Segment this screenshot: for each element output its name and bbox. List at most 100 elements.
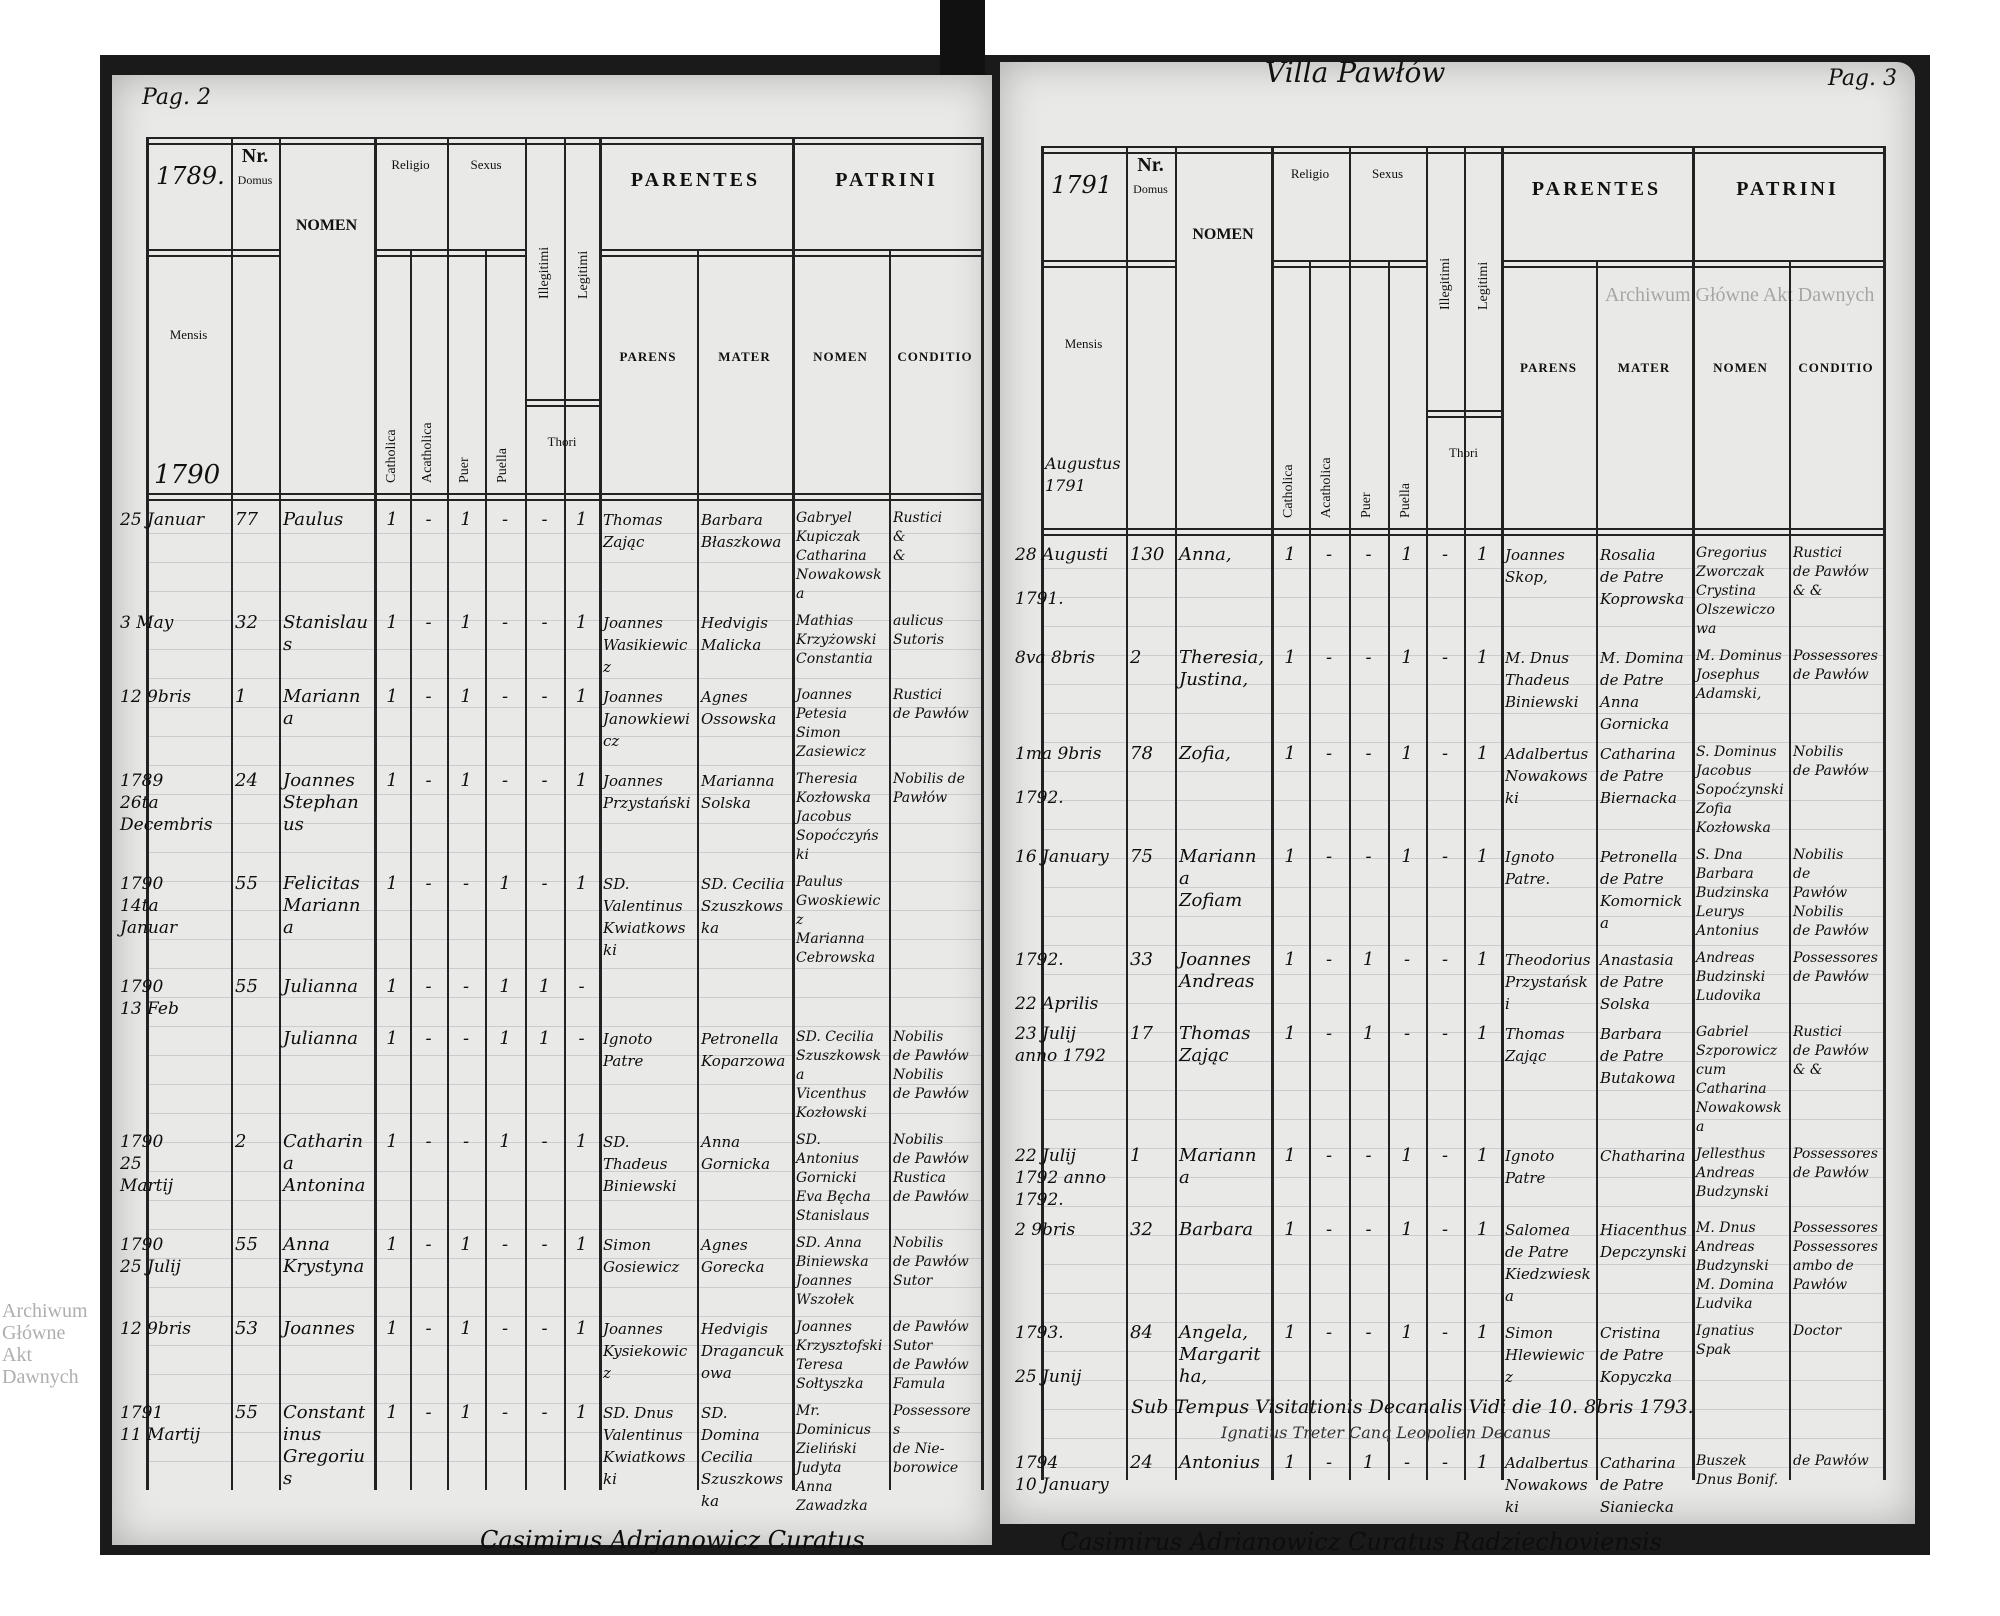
nr-header: Nr. (241, 145, 269, 167)
row-godparents: Paulus Gwoskiewicz Marianna Cebrowska (796, 874, 881, 966)
row-father: SD. Valentinus Kwiatkowski (603, 875, 686, 959)
row-godparents: Theresia Kozłowska Jacobus Sopoćczyński (796, 771, 879, 863)
row-godparents: Jellesthus Andreas Budzynski (1696, 1146, 1769, 1200)
row-mark: - (501, 1234, 509, 1255)
row-mark: - (425, 1234, 432, 1255)
row-mark: 1 (1476, 949, 1489, 970)
column-rule (1309, 260, 1311, 1480)
ledger-line (1041, 1235, 1883, 1236)
page-label: Pag. 2 (142, 85, 211, 110)
row-condition: Possessores de Pawłów (1793, 950, 1878, 985)
row-mark: 1 (1284, 846, 1296, 867)
row-date: 1792. 22 Aprilis (1015, 950, 1099, 1014)
nomen-header: NOMEN (295, 217, 358, 234)
ledger-line (1041, 858, 1883, 859)
row-mark: 1 (1284, 1322, 1296, 1343)
row-mark: 1 (386, 770, 398, 791)
ledger-line (1041, 916, 1883, 917)
column-rule (697, 249, 699, 1490)
ledger-line (146, 649, 981, 650)
row-mother: Agnes Ossowska (701, 688, 777, 728)
ledger-line (146, 881, 981, 882)
row-house-number: 84 (1130, 1322, 1153, 1343)
row-godparents: Ignatius Spak (1696, 1323, 1755, 1358)
illegitimi-header: Illegitimi (537, 246, 552, 299)
ledger-line (146, 1345, 981, 1346)
column-rule (1175, 146, 1177, 1480)
row-mark: 1 (575, 1402, 588, 1423)
ledger-line (146, 765, 981, 766)
mater-header: MATER (1617, 360, 1671, 375)
row-mother: Petronella Koparzowa (701, 1030, 786, 1070)
row-godparents: SD. Anna Biniewska Joannes Wszołek (796, 1235, 869, 1308)
mensis-header: Mensis (169, 327, 208, 342)
column-rule (485, 249, 487, 1490)
ledger-line (1041, 1090, 1883, 1091)
row-mark: - (425, 1318, 432, 1339)
row-mark: 1 (499, 1131, 511, 1152)
ledger-line (146, 968, 981, 969)
row-condition: Nobilis de Pawłów (1793, 744, 1869, 779)
row-father: Ignoto Patre. (1505, 848, 1555, 888)
year-header: 1791 (1051, 171, 1113, 199)
row-mother: Barbara de Patre Butakowa (1600, 1025, 1676, 1087)
row-child-name: Felicitas Marianna (283, 873, 361, 938)
row-mark: 1 (1362, 949, 1375, 970)
year-header: 1789. (156, 162, 225, 190)
visitation-note: Sub Tempus Visitationis Decanalis Vidi d… (1131, 1396, 1694, 1418)
row-mark: 1 (1401, 1219, 1413, 1240)
row-mark: - (501, 770, 509, 791)
row-mark: 1 (1284, 743, 1296, 764)
curate-signature: Casimirus Adrjanowicz Curatus (480, 1526, 865, 1554)
book-spine (940, 0, 985, 75)
column-rule (410, 249, 412, 1490)
nomen-header: NOMEN (1192, 226, 1254, 243)
row-mark: - (541, 770, 548, 791)
row-mother: Anastasia de Patre Solska (1600, 951, 1674, 1013)
row-child-name: Marianna Zofiam (1179, 846, 1257, 911)
row-mark: 1 (386, 612, 398, 633)
row-condition: Possessores Possessores ambo de Pawłów (1793, 1220, 1878, 1293)
ledger-line (1041, 1409, 1883, 1410)
row-condition: Nobilis de Pawłów Rustica de Pawłów (893, 1132, 969, 1205)
row-mother: Hiacenthus Depczynski (1600, 1221, 1687, 1261)
row-mark: - (425, 686, 432, 707)
row-mark: - (425, 612, 432, 633)
row-father: Simon Hlewiewicz (1505, 1324, 1585, 1386)
ledger-line (146, 1113, 981, 1114)
row-house-number: 32 (235, 612, 258, 633)
row-date: 1793. 25 Junij (1015, 1323, 1082, 1387)
row-mark: 1 (575, 873, 588, 894)
row-child-name: Paulus (283, 509, 344, 530)
row-mark: - (1365, 743, 1372, 764)
row-house-number: 32 (1130, 1219, 1153, 1240)
row-mark: 1 (460, 686, 472, 707)
row-mark: - (462, 1131, 470, 1152)
row-mark: 1 (460, 1234, 472, 1255)
row-mark: 1 (575, 612, 588, 633)
row-condition: Doctor (1793, 1323, 1842, 1339)
row-mother: Hedvigis Dragancukowa (701, 1320, 785, 1382)
catholica-header: Catholica (384, 429, 399, 483)
patrini_nomen-header: NOMEN (813, 349, 868, 364)
row-mark: - (1325, 1145, 1333, 1166)
header-sub-rule (146, 249, 279, 257)
row-child-name: Joannes (283, 1318, 355, 1339)
row-date: 1794 10 January (1015, 1453, 1109, 1495)
row-mark: 1 (499, 1028, 511, 1049)
column-rule (1126, 146, 1128, 1480)
row-mark: 1 (499, 976, 511, 997)
row-mark: 1 (575, 686, 588, 707)
header-sub-rule (1271, 260, 1426, 268)
row-mother: Chatharina (1600, 1147, 1686, 1165)
ledger-line (1041, 1351, 1883, 1352)
ledger-line (146, 1200, 981, 1201)
row-mark: - (1365, 846, 1372, 867)
row-godparents: Gabriel Szporowicz cum Catharina Nowakow… (1696, 1024, 1782, 1135)
row-mark: - (425, 1131, 432, 1152)
ledger-line (1041, 1380, 1883, 1381)
row-mark: - (501, 686, 509, 707)
catholica-header: Catholica (1281, 464, 1296, 518)
row-date: 1790 25 Julij (120, 1235, 181, 1277)
ledger-line (146, 1171, 981, 1172)
